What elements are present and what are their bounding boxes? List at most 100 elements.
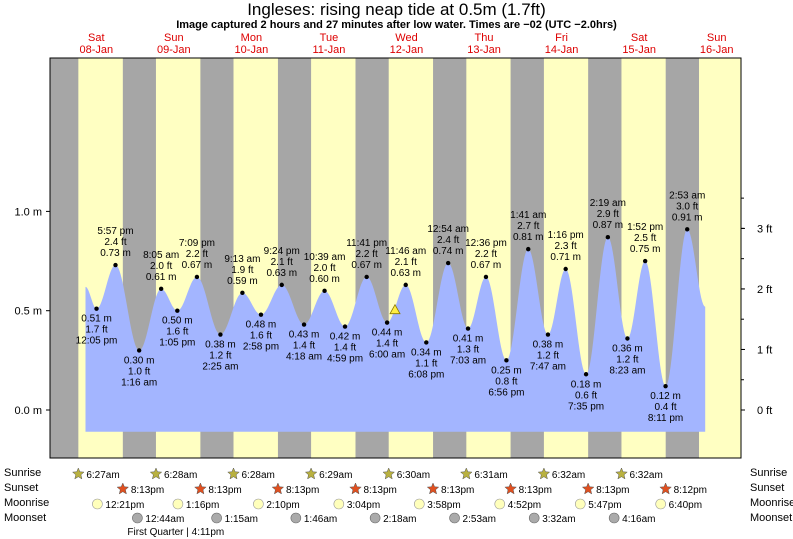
high-tide-time-label: 9:24 pm: [264, 246, 300, 257]
low-tide-ft-label: 0.4 ft: [654, 402, 676, 413]
low-tide-ft-label: 1.7 ft: [85, 325, 107, 336]
tide-extreme-dot: [240, 290, 245, 296]
moonset-time-label: 12:44am: [145, 514, 184, 525]
moonrise-time-label: 6:40pm: [669, 500, 702, 511]
high-tide-time-label: 12:36 pm: [465, 238, 507, 249]
low-tide-time-label: 6:08 pm: [408, 369, 444, 380]
sunrise-row-label-right: Sunrise: [750, 467, 788, 479]
low-tide-m-label: 0.38 m: [205, 340, 236, 351]
sunrise-star-icon: [304, 467, 318, 480]
low-tide-ft-label: 1.4 ft: [376, 339, 398, 350]
date-label: 15-Jan: [622, 44, 656, 56]
high-tide-time-label: 2:53 am: [669, 190, 705, 201]
high-tide-ft-label: 2.7 ft: [517, 221, 539, 232]
high-tide-m-label: 0.59 m: [227, 276, 258, 287]
low-tide-m-label: 0.42 m: [330, 332, 361, 343]
sunrise-star-icon: [615, 467, 628, 480]
low-tide-time-label: 6:56 pm: [488, 387, 524, 398]
date-label: 12-Jan: [390, 44, 424, 56]
low-tide-ft-label: 0.6 ft: [575, 390, 597, 401]
day-of-week-label: Sat: [631, 32, 648, 44]
day-of-week-label: Sun: [164, 32, 184, 44]
y-tick-label-right: 1 ft: [757, 344, 772, 356]
high-tide-ft-label: 1.9 ft: [231, 265, 253, 276]
date-label: 16-Jan: [700, 44, 734, 56]
sunset-time-label: 8:12pm: [674, 485, 707, 496]
moonrise-time-label: 2:10pm: [266, 500, 299, 511]
high-tide-time-label: 5:57 pm: [97, 226, 133, 237]
sunrise-star-icon: [227, 467, 240, 480]
moonrise-time-label: 1:16pm: [186, 500, 219, 511]
tide-extreme-dot: [194, 274, 200, 280]
moonset-time-label: 2:18am: [383, 514, 416, 525]
tide-extreme-dot: [663, 383, 668, 389]
sunset-time-label: 8:13pm: [286, 485, 319, 496]
moonset-time-label: 2:53am: [463, 514, 496, 525]
high-tide-m-label: 0.60 m: [309, 274, 340, 285]
high-tide-ft-label: 2.1 ft: [395, 257, 417, 268]
tide-extreme-dot: [445, 260, 451, 266]
moonset-moon-icon: [449, 512, 460, 524]
tide-extreme-dot: [322, 288, 327, 294]
sunset-star-icon: [659, 482, 672, 495]
low-tide-m-label: 0.34 m: [411, 347, 442, 358]
date-label: 14-Jan: [545, 44, 579, 56]
low-tide-time-label: 7:35 pm: [568, 401, 604, 412]
moonrise-time-label: 5:47pm: [588, 500, 621, 511]
sunrise-star-icon: [71, 467, 85, 480]
tide-extreme-dot: [158, 286, 164, 292]
chart-title: Ingleses: rising neap tide at 0.5m (1.7f…: [247, 0, 546, 19]
sunset-star-icon: [116, 482, 130, 495]
high-tide-time-label: 8:05 am: [143, 250, 179, 261]
moonset-row-label-left: Moonset: [4, 512, 47, 524]
moonrise-time-label: 3:04pm: [347, 500, 380, 511]
tide-extreme-dot: [563, 266, 568, 272]
sunset-star-icon: [349, 482, 362, 495]
sunrise-time-label: 6:28am: [242, 470, 275, 481]
high-tide-ft-label: 2.2 ft: [475, 249, 497, 260]
high-tide-m-label: 0.81 m: [513, 232, 544, 243]
low-tide-time-label: 4:18 am: [286, 352, 322, 363]
high-tide-time-label: 1:52 pm: [627, 222, 663, 233]
sunset-time-label: 8:13pm: [441, 485, 474, 496]
low-tide-m-label: 0.44 m: [372, 328, 403, 339]
high-tide-m-label: 0.75 m: [630, 244, 661, 255]
high-tide-ft-label: 3.0 ft: [676, 201, 698, 212]
sunset-star-icon: [581, 482, 595, 495]
high-tide-m-label: 0.67 m: [351, 260, 382, 271]
moonrise-row-label-left: Moonrise: [4, 497, 50, 509]
low-tide-time-label: 4:59 pm: [327, 354, 363, 365]
sunrise-time-label: 6:32am: [552, 470, 585, 481]
sunset-row-label-left: Sunset: [4, 482, 39, 494]
moonrise-time-label: 4:52pm: [508, 500, 541, 511]
high-tide-ft-label: 2.9 ft: [597, 209, 619, 220]
tide-extreme-dot: [504, 358, 509, 363]
sunset-star-icon: [426, 482, 440, 495]
high-tide-time-label: 1:41 am: [510, 210, 546, 221]
high-tide-m-label: 0.63 m: [390, 268, 421, 279]
sunrise-time-label: 6:32am: [629, 470, 662, 481]
tide-extreme-dot: [483, 274, 489, 280]
tide-extreme-dot: [218, 332, 223, 337]
moonrise-time-label: 3:58pm: [427, 500, 460, 511]
tide-extreme-dot: [94, 306, 99, 311]
sunset-time-label: 8:13pm: [363, 485, 396, 496]
day-of-week-label: Thu: [475, 32, 494, 44]
y-tick-label-left: 1.0 m: [14, 206, 42, 218]
low-tide-ft-label: 1.4 ft: [334, 343, 356, 354]
day-of-week-label: Sun: [707, 32, 727, 44]
moonrise-moon-icon: [172, 498, 184, 510]
tide-area: [85, 229, 706, 432]
high-tide-m-label: 0.73 m: [100, 248, 131, 259]
moonrise-moon-icon: [414, 498, 425, 510]
moonrise-moon-icon: [574, 498, 586, 510]
low-tide-time-label: 12:05 pm: [76, 336, 118, 347]
tide-extreme-dot: [642, 258, 648, 264]
low-tide-m-label: 0.12 m: [650, 391, 681, 402]
high-tide-time-label: 9:13 am: [224, 254, 260, 265]
moonrise-moon-icon: [655, 498, 666, 510]
sunrise-star-icon: [537, 467, 551, 480]
high-tide-m-label: 0.87 m: [593, 220, 624, 231]
sunrise-star-icon: [382, 467, 396, 480]
